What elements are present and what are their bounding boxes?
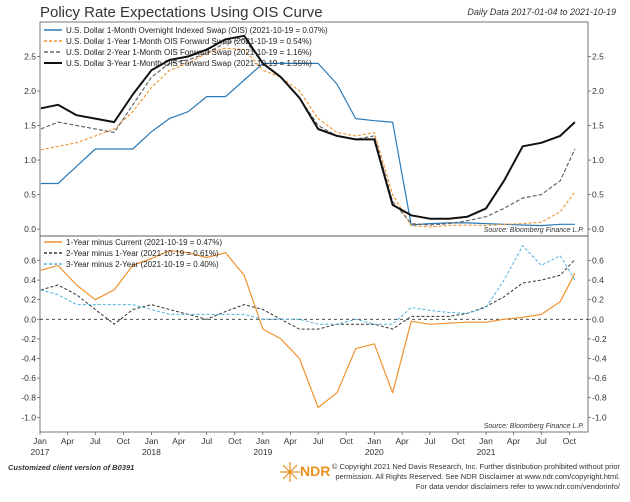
y-tick-label-left: 0.5 <box>24 190 36 200</box>
x-year-label: 2017 <box>31 447 50 457</box>
x-month-label: Apr <box>284 436 297 446</box>
y-tick-label-right: 0.0 <box>592 314 604 324</box>
y-tick-label-left: -0.6 <box>21 373 36 383</box>
x-year-label: 2020 <box>365 447 384 457</box>
y-tick-label-left: -0.8 <box>21 393 36 403</box>
bottom-panel: -1.0 -1.0 -0.8 -0.8 -0.6 -0.6 -0.4 -0.4 -0.2 -0.2… <box>21 235 607 433</box>
x-month-label: Jul <box>424 436 435 446</box>
x-month-label: Oct <box>228 436 242 446</box>
y-tick-label-left: 2.0 <box>24 86 36 96</box>
y-tick-label-right: -0.2 <box>592 334 607 344</box>
y-tick-label-left: 2.5 <box>24 52 36 62</box>
x-month-label: Jul <box>201 436 212 446</box>
y-tick-label-right: 2.0 <box>592 86 604 96</box>
x-month-label: Jan <box>256 436 270 446</box>
x-month-label: Oct <box>451 436 465 446</box>
y-tick-label-left: 0.2 <box>24 295 36 305</box>
series-line-4 <box>40 34 576 220</box>
x-month-label: Jan <box>479 436 493 446</box>
y-tick-label-right: -0.6 <box>592 373 607 383</box>
x-month-label: Apr <box>395 436 408 446</box>
y-tick-label-left: 0.4 <box>24 275 36 285</box>
chart-title: Policy Rate Expectations Using OIS Curve <box>40 4 323 21</box>
y-tick-label-left: 1.5 <box>24 121 36 131</box>
x-month-label: Apr <box>507 436 520 446</box>
y-tick-label-right: 1.5 <box>592 121 604 131</box>
legend-label: 1-Year minus Current (2021-10-19 = 0.47%… <box>66 238 222 247</box>
x-year-label: 2018 <box>142 447 161 457</box>
x-year-label: 2021 <box>477 447 496 457</box>
x-month-label: Jan <box>33 436 47 446</box>
source-note: Source: Bloomberg Finance L.P. <box>484 227 584 234</box>
date-range-label: Daily Data 2017-01-04 to 2021-10-19 <box>467 7 616 17</box>
x-year-label: 2019 <box>253 447 272 457</box>
copyright-line: For data vendor disclaimers refer to www… <box>415 482 620 491</box>
series-line-3 <box>40 38 576 226</box>
y-tick-label-right: 0.5 <box>592 190 604 200</box>
legend-label: U.S. Dollar 3-Year 1-Month OIS Forward S… <box>66 59 312 68</box>
y-tick-label-left: 0.0 <box>24 224 36 234</box>
x-month-label: Jan <box>367 436 381 446</box>
ndr-logo-text: NDR <box>300 463 331 479</box>
legend-label: U.S. Dollar 1-Year 1-Month OIS Forward S… <box>66 37 312 46</box>
copyright-line: © Copyright 2021 Ned Davis Research, Inc… <box>331 462 620 471</box>
x-month-label: Oct <box>117 436 131 446</box>
ndr-logo-icon <box>280 462 300 482</box>
x-month-label: Jul <box>90 436 101 446</box>
plot-frame <box>39 235 589 433</box>
y-tick-label-left: -1.0 <box>21 412 36 422</box>
chart-svg: 0.0 0.0 0.5 0.5 1.0 1.0 1.5 1.5 2.0 2.0 2.5 2.5 U.S.… <box>21 21 607 457</box>
y-tick-label-right: 2.5 <box>592 52 604 62</box>
copyright-block: © Copyright 2021 Ned Davis Research, Inc… <box>320 462 620 492</box>
top-panel: 0.0 0.0 0.5 0.5 1.0 1.0 1.5 1.5 2.0 2.0 2.5 2.5 U.S.… <box>24 21 604 237</box>
y-tick-label-right: 0.4 <box>592 275 604 285</box>
x-month-label: Jul <box>313 436 324 446</box>
series-line-1 <box>40 62 575 227</box>
x-month-label: Apr <box>172 436 185 446</box>
legend-label: 2-Year minus 1-Year (2021-10-19 = 0.61%) <box>66 249 219 258</box>
customized-note: Customized client version of B0391 <box>8 463 135 472</box>
source-note: Source: Bloomberg Finance L.P. <box>484 423 584 430</box>
y-tick-label-left: -0.4 <box>21 354 36 364</box>
series-line-1 <box>40 250 576 409</box>
series-line-3 <box>40 245 576 325</box>
series-line-2 <box>40 259 576 330</box>
x-month-label: Oct <box>340 436 354 446</box>
series-line-2 <box>40 47 576 228</box>
legend-label: U.S. Dollar 1-Month Overnight Indexed Sw… <box>66 26 328 35</box>
y-tick-label-left: 1.0 <box>24 155 36 165</box>
y-tick-label-right: 0.0 <box>592 224 604 234</box>
y-tick-label-left: 0.6 <box>24 256 36 266</box>
copyright-line: permission. All Rights Reserved. See NDR… <box>335 472 620 481</box>
x-month-label: Apr <box>61 436 74 446</box>
y-tick-label-right: -1.0 <box>592 412 607 422</box>
x-month-label: Oct <box>563 436 577 446</box>
legend-label: 3-Year minus 2-Year (2021-10-19 = 0.40%) <box>66 260 219 269</box>
x-month-label: Jan <box>145 436 159 446</box>
y-tick-label-right: 1.0 <box>592 155 604 165</box>
y-tick-label-left: -0.2 <box>21 334 36 344</box>
y-tick-label-right: -0.4 <box>592 354 607 364</box>
legend-label: U.S. Dollar 2-Year 1-Month OIS Forward S… <box>66 48 312 57</box>
x-month-label: Jul <box>536 436 547 446</box>
y-tick-label-left: 0.0 <box>24 314 36 324</box>
y-tick-label-right: -0.8 <box>592 393 607 403</box>
y-tick-label-right: 0.2 <box>592 295 604 305</box>
y-tick-label-right: 0.6 <box>592 256 604 266</box>
